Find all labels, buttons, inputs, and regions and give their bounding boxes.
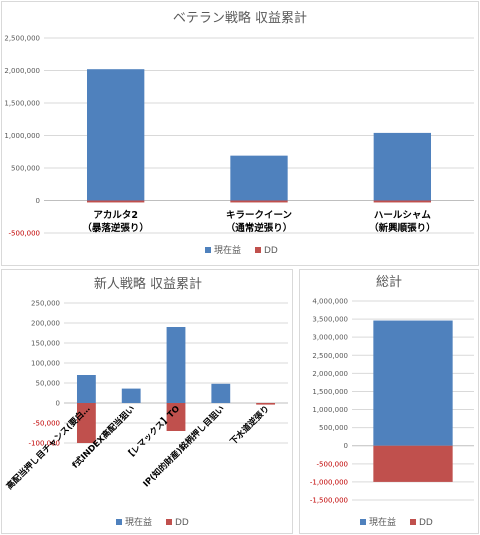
category-label: アカルタ2 xyxy=(93,209,138,221)
y-tick-label: 1,500,000 xyxy=(312,388,348,396)
category-label: 下水道逆張り xyxy=(228,403,272,447)
y-tick-label: -500,000 xyxy=(317,460,348,468)
y-tick-label: 4,000,000 xyxy=(312,298,348,306)
legend-swatch-dd xyxy=(255,247,261,253)
y-tick-label: 3,000,000 xyxy=(312,334,348,342)
y-tick-label: 0 xyxy=(56,400,60,408)
bar-current xyxy=(87,69,145,201)
y-tick-label: 50,000 xyxy=(36,380,61,388)
y-tick-label: 500,000 xyxy=(11,165,40,173)
category-label: （新興順張り） xyxy=(369,222,436,234)
bar-dd xyxy=(373,445,453,482)
y-tick-label: 2,500,000 xyxy=(4,35,40,43)
legend-label-current: 現在益 xyxy=(125,516,152,528)
y-tick-label: 250,000 xyxy=(31,300,60,308)
chart-title: 新人戦略 収益累計 xyxy=(94,276,202,292)
veteran-chart: ベテラン戦略 収益累計 2,500,000 2,000,000 1,500,000 1,… xyxy=(4,10,474,256)
legend-label-dd: DD xyxy=(264,246,278,256)
category-label: キラークイーン xyxy=(226,210,292,221)
bar-current xyxy=(211,383,231,403)
y-tick-label: -1,000,000 xyxy=(310,478,348,486)
y-tick-label: 150,000 xyxy=(31,340,60,348)
category-label: （通常逆張り） xyxy=(226,222,293,234)
y-tick-label: 1,000,000 xyxy=(4,132,40,140)
legend-swatch-current xyxy=(205,247,211,253)
newcomer-chart: 新人戦略 収益累計 250,000 200,000 150,000 100,000 50,… xyxy=(4,276,288,528)
legend-label-dd: DD xyxy=(175,518,189,528)
y-tick-label: 200,000 xyxy=(31,320,60,328)
y-tick-label: -1,500,000 xyxy=(310,497,348,505)
total-chart: 総計 4,000,000 3,500,000 3,000,000 2,500,000 2,… xyxy=(310,274,474,528)
y-tick-label: 1,000,000 xyxy=(312,406,348,414)
newcomer-chart-panel: 新人戦略 収益累計 250,000 200,000 150,000 100,000 50,… xyxy=(1,269,293,534)
y-tick-label: 2,000,000 xyxy=(4,67,40,75)
y-tick-label: 2,000,000 xyxy=(312,370,348,378)
bar-dd xyxy=(256,403,276,405)
bar-current xyxy=(121,388,141,403)
legend-label-dd: DD xyxy=(419,518,433,528)
y-tick-label: 3,500,000 xyxy=(312,316,348,324)
y-tick-label: 0 xyxy=(36,197,40,205)
bar-current xyxy=(76,375,96,403)
bar-dd xyxy=(76,403,96,443)
veteran-chart-panel: ベテラン戦略 収益累計 2,500,000 2,000,000 1,500,000 1,… xyxy=(1,1,479,266)
bar-current xyxy=(373,132,431,201)
legend-swatch-dd xyxy=(410,519,416,525)
y-tick-label: -50,000 xyxy=(33,420,60,428)
y-tick-label: -100,000 xyxy=(29,440,60,448)
category-label: ハールシャム xyxy=(374,210,432,221)
legend-swatch-current xyxy=(360,519,366,525)
bar-dd xyxy=(230,200,288,203)
y-tick-label: 0 xyxy=(344,442,348,450)
y-tick-label: 2,500,000 xyxy=(312,352,348,360)
bar-current xyxy=(230,155,288,201)
category-label: 高配当押し目チャンス(要白… xyxy=(4,403,92,491)
bar-current xyxy=(373,320,453,446)
category-label: （暴落逆張り） xyxy=(82,222,149,234)
bar-current xyxy=(166,327,186,403)
bar-dd xyxy=(166,403,186,431)
y-tick-label: -500,000 xyxy=(9,230,40,238)
bar-dd xyxy=(373,200,431,203)
legend-label-current: 現在益 xyxy=(369,516,396,528)
legend-swatch-dd xyxy=(166,519,172,525)
chart-title: ベテラン戦略 収益累計 xyxy=(173,10,307,26)
bar-dd xyxy=(87,200,145,203)
y-tick-label: 100,000 xyxy=(31,360,60,368)
y-tick-label: 1,500,000 xyxy=(4,100,40,108)
legend-label-current: 現在益 xyxy=(214,244,241,256)
legend-swatch-current xyxy=(116,519,122,525)
y-tick-label: 500,000 xyxy=(319,424,348,432)
chart-title: 総計 xyxy=(376,274,402,290)
total-chart-panel: 総計 4,000,000 3,500,000 3,000,000 2,500,000 2,… xyxy=(299,269,479,534)
